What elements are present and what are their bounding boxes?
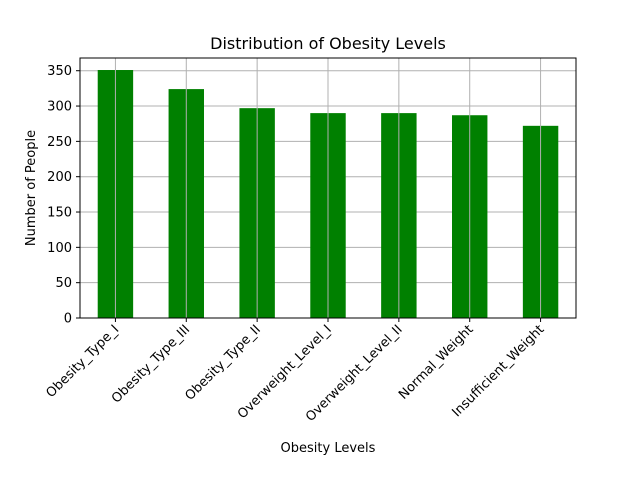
grid-lines-front: [114, 58, 542, 318]
y-tick-label: 200: [47, 170, 72, 185]
y-axis-ticks: 0 50 100 150 200 250 300 350: [47, 64, 80, 327]
chart-title: Distribution of Obesity Levels: [210, 34, 446, 53]
y-tick-label: 50: [55, 276, 72, 291]
y-tick-label: 250: [47, 135, 72, 150]
y-tick-label: 150: [47, 206, 72, 221]
x-axis-label: Obesity Levels: [281, 441, 376, 456]
y-tick-label: 350: [47, 64, 72, 79]
y-tick-label: 100: [47, 241, 72, 256]
y-tick-label: 300: [47, 100, 72, 115]
y-axis-label: Number of People: [24, 130, 39, 246]
y-tick-label: 0: [64, 312, 72, 327]
